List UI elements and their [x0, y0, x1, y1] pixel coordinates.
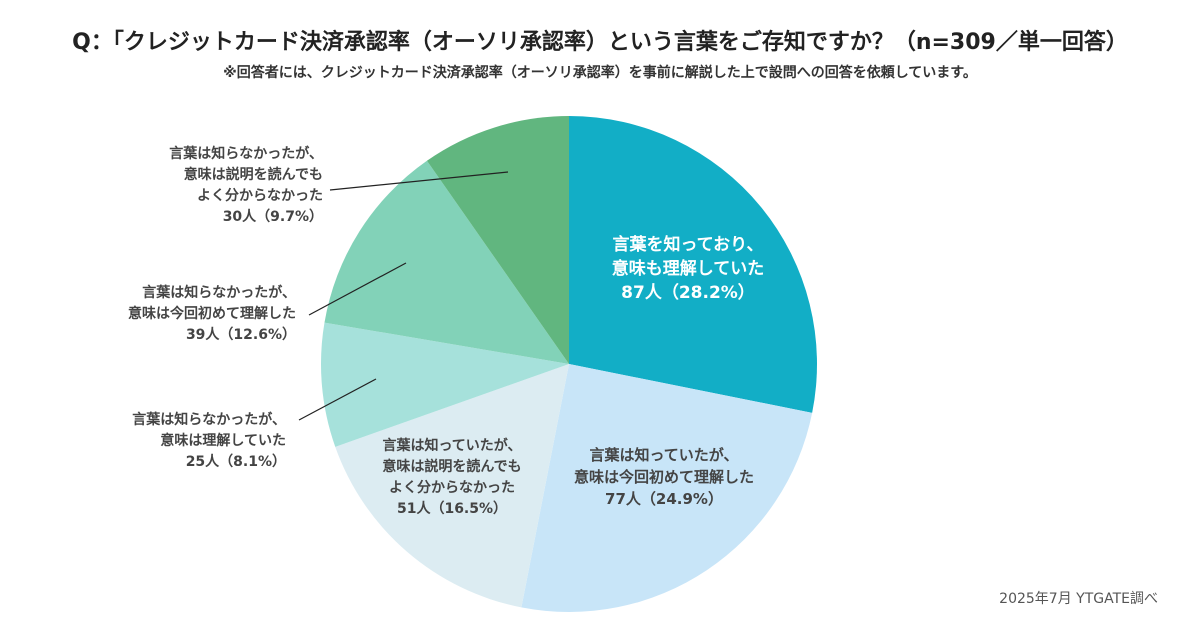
slice-label-2-line-2: 意味は今回初めて理解した	[574, 468, 754, 486]
slice-label-5-line-3: 39人（12.6%）	[186, 326, 296, 343]
pie-slice-1	[569, 116, 817, 413]
pie-slice-5	[324, 160, 569, 364]
chart-subtitle: ※回答者には、クレジットカード決済承認率（オーソリ承認率）を事前に解説した上で設…	[223, 65, 977, 81]
chart-title: Q：「クレジットカード決済承認率（オーソリ承認率）という言葉をご存知ですか？（n…	[72, 30, 1128, 55]
pie-slice-3	[335, 364, 569, 608]
slice-label-6-line-2: 意味は説明を読んでも	[184, 166, 323, 183]
slice-label-2-line-3: 77人（24.9%）	[605, 490, 723, 508]
pie-slice-4	[321, 322, 569, 447]
pie-slice-6	[426, 116, 569, 364]
slice-label-6-line-1: 言葉は知らなかったが、	[169, 145, 323, 162]
slice-label-3-line-3: よく分からなかった	[389, 480, 515, 496]
leader-line-5	[308, 262, 407, 316]
slice-label-4-line-2: 意味は理解していた	[160, 432, 286, 449]
slice-label-3-line-4: 51人（16.5%）	[397, 500, 507, 517]
slice-label-6-line-4: 30人（9.7%）	[223, 208, 323, 225]
slice-label-4-line-3: 25人（8.1%）	[186, 453, 286, 470]
slice-label-2-line-1: 言葉は知っていたが、	[590, 446, 739, 464]
leader-line-4	[298, 378, 377, 421]
slice-label-1-line-1: 言葉を知っており、	[613, 234, 764, 255]
slice-label-3-line-2: 意味は説明を読んでも	[382, 458, 521, 475]
pie-slice-2	[521, 364, 813, 613]
leader-line-6	[329, 171, 509, 191]
slice-label-1-line-3: 87人（28.2%）	[621, 282, 755, 303]
slice-label-5-line-2: 意味は今回初めて理解した	[128, 305, 296, 322]
slice-label-1-line-2: 意味も理解していた	[612, 258, 765, 279]
slice-label-5-line-1: 言葉は知らなかったが、	[142, 284, 296, 301]
source-note: 2025年7月 YTGATE調べ	[999, 591, 1158, 607]
slice-label-4-line-1: 言葉は知らなかったが、	[132, 411, 286, 428]
slice-label-3-line-1: 言葉は知っていたが、	[382, 437, 521, 454]
slice-label-6-line-3: よく分からなかった	[197, 188, 323, 204]
